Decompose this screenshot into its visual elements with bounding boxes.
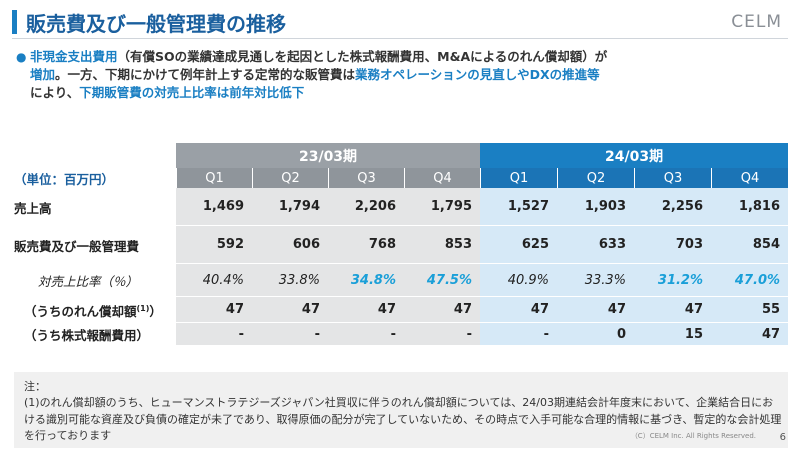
footnote-marker: (1) (136, 303, 150, 313)
table-cell: 633 (557, 226, 635, 264)
quarter-header: Q4 (404, 168, 481, 188)
table-cell: 1,469 (176, 188, 252, 226)
table-cell: - (480, 323, 558, 345)
row-label: 販売費及び一般管理費 (14, 238, 140, 254)
row-label: 売上高 (14, 200, 52, 216)
table-cell: 1,903 (557, 188, 635, 226)
table-cell: 1,527 (480, 188, 558, 226)
table-cell: 0 (557, 323, 635, 345)
quarter-header: Q3 (634, 168, 712, 188)
page-number: 6 (779, 432, 786, 443)
summary-bullet: ● 非現金支出費用（有償SOの業績達成見通しを起因とした株式報酬費用、M&Aによ… (16, 48, 780, 102)
period-header-row: 23/03期 24/03期 (14, 143, 789, 168)
title-divider (12, 38, 788, 39)
period-header-23-03: 23/03期 (176, 143, 481, 168)
table-cell: 2,206 (328, 188, 404, 226)
table-cell: 40.9% (480, 264, 558, 297)
table-cell: 625 (480, 226, 558, 264)
bullet-text: 。一方、下期にかけて例年計上する定常的な販管費は (55, 67, 356, 82)
table-cell: 768 (328, 226, 404, 264)
quarter-header: Q4 (711, 168, 789, 188)
table-cell: 1,794 (252, 188, 328, 226)
footnote-label: 注： (24, 380, 46, 393)
footnote-box: 注： (1)のれん償却額のうち、ヒューマンストラテジーズジャパン社買収に伴うのれ… (14, 372, 788, 448)
table-cell: 47 (252, 297, 328, 323)
table-row-ratio: 対売上比率（％） 40.4% 33.8% 34.8% 47.5% 40.9% 3… (14, 264, 789, 297)
quarter-header: Q3 (328, 168, 404, 188)
sga-table: 23/03期 24/03期 （単位：百万円） Q1 Q2 Q3 Q4 Q1 Q2… (14, 143, 789, 345)
table-cell: - (404, 323, 481, 345)
bullet-emphasis-operations: 業務オペレーションの見直しやDXの推進等 (355, 67, 600, 82)
table-cell: - (328, 323, 404, 345)
table-cell: 853 (404, 226, 481, 264)
page-title: 販売費及び一般管理費の推移 (26, 12, 286, 36)
quarter-header: Q2 (252, 168, 328, 188)
table-cell: 47 (328, 297, 404, 323)
quarter-header-row: （単位：百万円） Q1 Q2 Q3 Q4 Q1 Q2 Q3 Q4 (14, 168, 789, 188)
title-bar: 販売費及び一般管理費の推移 CELM (0, 0, 800, 42)
footnote-text: (1)のれん償却額のうち、ヒューマンストラテジーズジャパン社買収に伴うのれん償却… (24, 396, 782, 442)
table-cell: 592 (176, 226, 252, 264)
bullet-emphasis-noncash: 非現金支出費用 (30, 49, 118, 64)
table-cell: 2,256 (634, 188, 712, 226)
table-cell: 47 (480, 297, 558, 323)
table-cell: 47 (634, 297, 712, 323)
bullet-emphasis-increase: 増加 (30, 67, 56, 82)
bullet-emphasis-ratio: 下期販管費の対売上比率は前年対比低下 (79, 85, 305, 100)
table-cell-highlight: 47.0% (711, 264, 789, 297)
row-label: 対売上比率（％） (38, 274, 139, 289)
table-cell-highlight: 34.8% (328, 264, 404, 297)
quarter-header: Q1 (176, 168, 252, 188)
table-cell: - (252, 323, 328, 345)
quarter-header: Q2 (557, 168, 635, 188)
table-cell: 1,816 (711, 188, 789, 226)
bullet-text: （有償SOの業績達成見通しを起因とした株式報酬費用、M&Aによるのれん償却額）が (117, 49, 608, 64)
celm-logo: CELM (731, 12, 782, 32)
table-cell: 15 (634, 323, 712, 345)
row-label-text: ） (149, 303, 162, 319)
unit-label: （単位：百万円） (14, 171, 115, 187)
table-cell: 606 (252, 226, 328, 264)
table-cell-highlight: 31.2% (634, 264, 712, 297)
table-cell: 40.4% (176, 264, 252, 297)
bullet-dot-icon: ● (16, 50, 27, 64)
table-cell: 854 (711, 226, 789, 264)
copyright: （C）CELM Inc. All Rights Reserved. (630, 432, 756, 440)
period-header-24-03: 24/03期 (480, 143, 789, 168)
bullet-text: により、 (30, 85, 80, 100)
table-cell: 47 (557, 297, 635, 323)
quarter-header: Q1 (480, 168, 558, 188)
table-cell: 47 (404, 297, 481, 323)
table-row-goodwill: （うちのれん償却額(1)） 47 47 47 47 47 47 47 55 (14, 297, 789, 323)
table-row-stock-comp: （うち株式報酬費用） - - - - - 0 15 47 (14, 323, 789, 345)
table-cell: 47 (176, 297, 252, 323)
table-cell: 33.8% (252, 264, 328, 297)
table-cell: 55 (711, 297, 789, 323)
table-cell-highlight: 47.5% (404, 264, 481, 297)
table-cell: - (176, 323, 252, 345)
table-cell: 33.3% (557, 264, 635, 297)
table-cell: 1,795 (404, 188, 481, 226)
table-row-sales: 売上高 1,469 1,794 2,206 1,795 1,527 1,903 … (14, 188, 789, 226)
row-label: （うちのれん償却額(1)） (14, 297, 176, 323)
row-label-text: （うちのれん償却額 (24, 303, 137, 319)
title-accent-bar (12, 10, 17, 34)
table-row-sga: 販売費及び一般管理費 592 606 768 853 625 633 703 8… (14, 226, 789, 264)
table-cell: 703 (634, 226, 712, 264)
row-label: （うち株式報酬費用） (24, 327, 150, 343)
table-cell: 47 (711, 323, 789, 345)
